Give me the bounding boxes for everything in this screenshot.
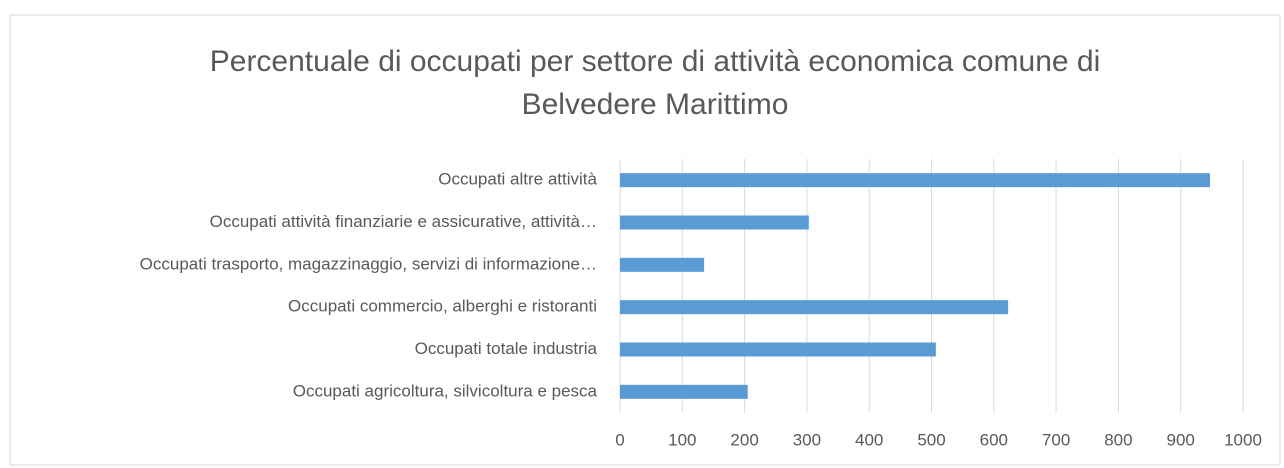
x-tick-label: 400 — [855, 430, 883, 449]
x-tick-label: 1000 — [1224, 430, 1262, 449]
x-tick-label: 700 — [1042, 430, 1070, 449]
x-tick-label: 800 — [1104, 430, 1132, 449]
y-tick-label: Occupati commercio, alberghi e ristorant… — [288, 297, 597, 316]
x-tick-label: 500 — [917, 430, 945, 449]
chart-title: Percentuale di occupati per settore di a… — [209, 45, 1101, 121]
x-tick-label: 900 — [1167, 430, 1195, 449]
bar — [620, 257, 705, 272]
x-tick-label: 600 — [980, 430, 1008, 449]
y-tick-label: Occupati totale industria — [415, 339, 598, 358]
x-tick-label: 200 — [730, 430, 758, 449]
bar — [620, 384, 748, 399]
y-tick-label: Occupati trasporto, magazzinaggio, servi… — [140, 254, 597, 273]
bar — [620, 215, 809, 230]
bar — [620, 342, 936, 357]
x-tick-label: 100 — [668, 430, 696, 449]
x-tick-label: 300 — [793, 430, 821, 449]
x-tick-label: 0 — [615, 430, 624, 449]
y-tick-label: Occupati agricoltura, silvicoltura e pes… — [293, 381, 598, 400]
bar — [620, 173, 1210, 188]
bar — [620, 300, 1009, 315]
y-tick-label: Occupati attività finanziarie e assicura… — [210, 212, 597, 231]
y-tick-label: Occupati altre attività — [438, 170, 597, 189]
